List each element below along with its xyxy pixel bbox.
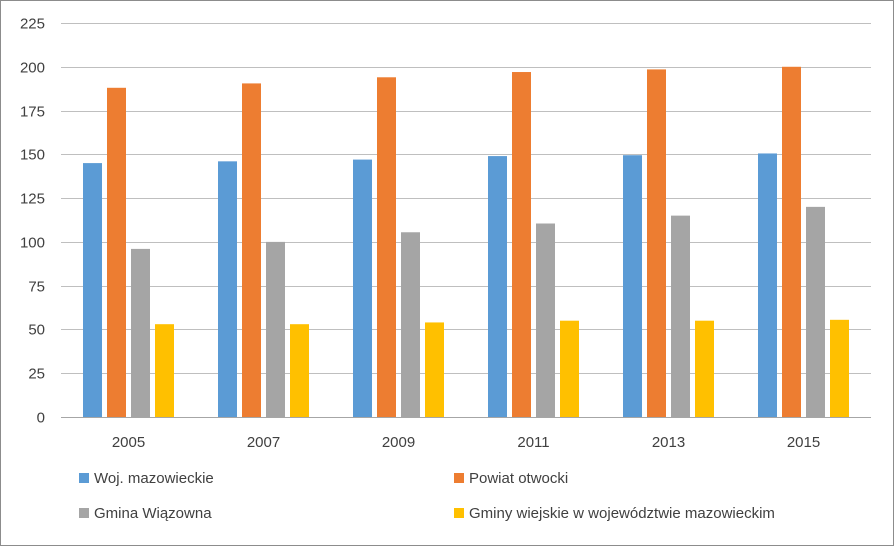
bar-woj-mazowieckie-2009 [353, 159, 372, 417]
legend-label: Woj. mazowieckie [94, 470, 214, 487]
bar-woj-mazowieckie-2011 [488, 156, 507, 417]
legend-label: Gminy wiejskie w województwie mazowiecki… [469, 505, 775, 522]
bar-gminy-wiejskie-w-wojew-dztwie-mazowieckim-2005 [155, 324, 174, 417]
legend-item: Powiat otwocki [454, 470, 568, 487]
bar-gmina-wi-zowna-2007 [266, 241, 285, 417]
y-tick-label: 150 [20, 147, 45, 164]
legend-swatch [79, 508, 89, 518]
y-tick-label: 50 [28, 322, 45, 339]
bars [83, 66, 849, 418]
y-axis-tick-labels: 0 25 50 75 100 125 150 175 200 225 [20, 16, 45, 427]
y-tick-label: 225 [20, 16, 45, 33]
bar-powiat-otwocki-2011 [512, 72, 531, 417]
bar-gmina-wi-zowna-2011 [536, 223, 555, 417]
bar-gmina-wi-zowna-2005 [131, 248, 150, 417]
y-tick-label: 75 [28, 279, 45, 296]
gridlines [61, 23, 871, 418]
y-tick-label: 0 [37, 410, 45, 427]
bar-powiat-otwocki-2005 [107, 87, 126, 418]
bar-gmina-wi-zowna-2013 [671, 215, 690, 417]
legend-item: Gminy wiejskie w województwie mazowiecki… [454, 505, 775, 522]
legend-item: Woj. mazowieckie [79, 470, 214, 487]
bar-gminy-wiejskie-w-wojew-dztwie-mazowieckim-2007 [290, 324, 309, 417]
bar-gminy-wiejskie-w-wojew-dztwie-mazowieckim-2011 [560, 320, 579, 417]
x-tick-label: 2011 [517, 434, 549, 451]
x-tick-label: 2007 [247, 434, 280, 451]
x-tick-label: 2005 [112, 434, 145, 451]
legend-swatch [454, 508, 464, 518]
bar-woj-mazowieckie-2013 [623, 155, 642, 417]
x-tick-label: 2009 [382, 434, 415, 451]
x-axis-tick-labels: 2005 2007 2009 2011 2013 2015 [112, 434, 820, 451]
x-tick-label: 2013 [652, 434, 685, 451]
bar-powiat-otwocki-2015 [782, 66, 801, 418]
y-tick-label: 125 [20, 191, 45, 208]
y-tick-label: 200 [20, 60, 45, 77]
legend-label: Powiat otwocki [469, 470, 568, 487]
legend: Woj. mazowieckie Powiat otwocki Gmina Wiąz… [79, 470, 775, 522]
legend-swatch [79, 473, 89, 483]
bar-gminy-wiejskie-w-wojew-dztwie-mazowieckim-2015 [830, 319, 849, 417]
legend-swatch [454, 473, 464, 483]
bar-powiat-otwocki-2009 [377, 77, 396, 417]
bar-gminy-wiejskie-w-wojew-dztwie-mazowieckim-2013 [695, 320, 714, 417]
bar-gminy-wiejskie-w-wojew-dztwie-mazowieckim-2009 [425, 322, 444, 417]
bar-woj-mazowieckie-2015 [758, 153, 777, 418]
legend-label: Gmina Wiązowna [94, 505, 212, 522]
y-tick-label: 100 [20, 235, 45, 252]
legend-item: Gmina Wiązowna [79, 505, 212, 522]
y-tick-label: 175 [20, 104, 45, 121]
bar-powiat-otwocki-2013 [647, 69, 666, 417]
bar-gmina-wi-zowna-2009 [401, 232, 420, 417]
bar-woj-mazowieckie-2005 [83, 163, 102, 417]
x-tick-label: 2015 [787, 434, 820, 451]
y-tick-label: 25 [28, 366, 45, 383]
bar-gmina-wi-zowna-2015 [806, 206, 825, 417]
bar-powiat-otwocki-2007 [242, 83, 261, 417]
bar-woj-mazowieckie-2007 [218, 161, 237, 417]
